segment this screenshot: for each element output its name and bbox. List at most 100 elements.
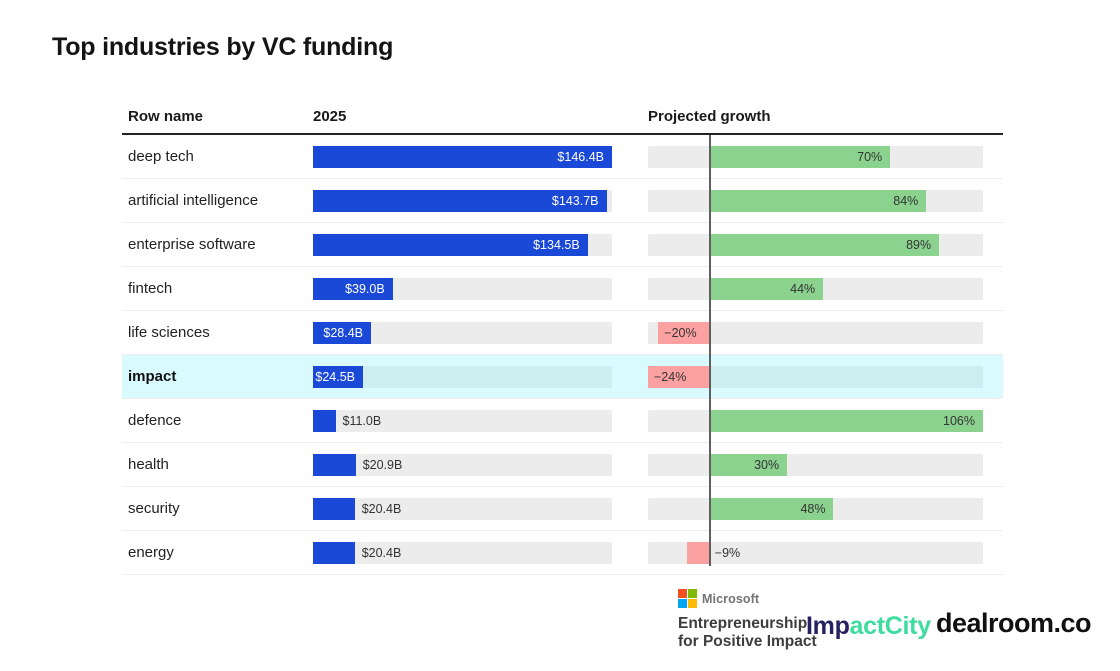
funding-value-label: $28.4B: [323, 325, 363, 340]
entrepreneurship-line1: Entrepreneurship: [678, 615, 808, 632]
growth-value-label: 89%: [906, 237, 932, 252]
impactcity-part1: Imp: [806, 612, 850, 640]
growth-bar-track: 89%: [648, 233, 983, 256]
table-rows: deep tech $146.4B 70% artificial intelligen…: [122, 135, 1003, 575]
row-label: enterprise software: [128, 236, 256, 253]
table-row: fintech $39.0B 44%: [122, 267, 1003, 311]
growth-zero-axis-line: [709, 135, 711, 566]
funding-table: Row name 2025 Projected growth deep tech…: [122, 100, 1003, 575]
column-gap: [612, 376, 648, 377]
row-label: impact: [128, 368, 177, 385]
funding-bar-track: $143.7B: [313, 189, 612, 212]
growth-bar-track: −20%: [648, 321, 983, 344]
growth-bar-track: 30%: [648, 453, 983, 476]
microsoft-wordmark: Microsoft: [702, 591, 760, 606]
growth-value-label: −24%: [654, 369, 687, 384]
funding-bar-track: $11.0B: [313, 409, 612, 432]
table-row: enterprise software $134.5B 89%: [122, 223, 1003, 267]
growth-bar: 84%: [709, 189, 927, 212]
row-label: energy: [128, 544, 174, 561]
page-title: Top industries by VC funding: [52, 33, 394, 61]
column-gap: [612, 552, 648, 553]
growth-value-label: 48%: [800, 501, 826, 516]
row-label: artificial intelligence: [128, 192, 259, 209]
microsoft-brand: Microsoft: [678, 589, 817, 608]
funding-value-label: $11.0B: [342, 413, 382, 428]
row-label: security: [128, 500, 180, 517]
funding-bar-track: $24.5B: [313, 365, 612, 388]
table-row: deep tech $146.4B 70%: [122, 135, 1003, 179]
funding-value-label: $24.5B: [315, 369, 355, 384]
column-gap: [612, 288, 648, 289]
growth-value-label: −9%: [714, 545, 741, 560]
table-row: energy $20.4B −9%: [122, 531, 1003, 575]
funding-bar-track: $146.4B: [313, 145, 612, 168]
funding-bar: [313, 497, 355, 520]
column-gap: [612, 332, 648, 333]
funding-value-label: $146.4B: [557, 149, 604, 164]
growth-value-label: 70%: [857, 149, 883, 164]
growth-value-label: 30%: [754, 457, 780, 472]
growth-bar: −24%: [648, 365, 710, 388]
row-label: deep tech: [128, 148, 194, 165]
funding-bar: $146.4B: [313, 145, 612, 168]
growth-value-label: −20%: [664, 325, 697, 340]
funding-value-label: $143.7B: [551, 193, 599, 208]
growth-value-label: 106%: [943, 413, 975, 428]
column-gap: [612, 508, 648, 509]
funding-bar-track: $134.5B: [313, 233, 612, 256]
funding-bar-track: $39.0B: [313, 277, 612, 300]
impactcity-logo: ImpactCity: [806, 612, 931, 641]
funding-bar: $28.4B: [313, 321, 371, 344]
funding-value-label: $134.5B: [533, 237, 580, 252]
dealroom-logo: dealroom.co: [936, 608, 1092, 638]
funding-bar-track: $20.9B: [313, 453, 612, 476]
column-gap: [612, 464, 648, 465]
growth-bar: [686, 541, 710, 564]
table-row: artificial intelligence $143.7B 84%: [122, 179, 1003, 223]
funding-bar: $24.5B: [313, 365, 363, 388]
growth-bar-track: 44%: [648, 277, 983, 300]
funding-bar-track: $20.4B: [313, 541, 612, 564]
funding-bar: [313, 453, 356, 476]
growth-bar: 30%: [709, 453, 788, 476]
row-label: fintech: [128, 280, 173, 297]
funding-bar: $39.0B: [313, 277, 393, 300]
growth-bar-track: −9%: [648, 541, 983, 564]
entrepreneurship-line2: for Positive Impact: [678, 632, 817, 650]
column-header-projected-growth: Projected growth: [648, 108, 771, 125]
column-header-2025: 2025: [313, 108, 347, 125]
funding-value-label: $39.0B: [345, 281, 385, 296]
funding-bar-track: $20.4B: [313, 497, 612, 520]
column-gap: [612, 420, 648, 421]
funding-bar-track: $28.4B: [313, 321, 612, 344]
column-gap: [612, 244, 648, 245]
table-row: impact $24.5B −24%: [122, 355, 1003, 399]
growth-bar: 89%: [709, 233, 940, 256]
microsoft-logo: Microsoft Entrepreneurship for Positive …: [678, 589, 817, 650]
funding-value-label: $20.4B: [361, 545, 402, 560]
growth-bar-track: 106%: [648, 409, 983, 432]
table-row: security $20.4B 48%: [122, 487, 1003, 531]
funding-bar: $134.5B: [313, 233, 588, 256]
table-header: Row name 2025 Projected growth: [122, 100, 1003, 135]
funding-bar: [313, 541, 355, 564]
growth-bar: 48%: [709, 497, 834, 520]
column-header-row-name: Row name: [128, 108, 204, 125]
row-label: life sciences: [128, 324, 210, 341]
microsoft-squares-icon: [678, 589, 697, 608]
table-row: defence $11.0B 106%: [122, 399, 1003, 443]
growth-bar: 70%: [709, 145, 891, 168]
row-label: defence: [128, 412, 182, 429]
growth-bar-track: 84%: [648, 189, 983, 212]
growth-value-label: 84%: [893, 193, 919, 208]
funding-value-label: $20.9B: [362, 457, 403, 472]
table-row: health $20.9B 30%: [122, 443, 1003, 487]
impactcity-part2: actCity: [849, 612, 932, 640]
funding-bar: [313, 409, 336, 432]
growth-bar-track: 70%: [648, 145, 983, 168]
growth-bar-track: −24%: [648, 365, 983, 388]
growth-value-label: 44%: [790, 281, 816, 296]
funding-bar: $143.7B: [313, 189, 607, 212]
